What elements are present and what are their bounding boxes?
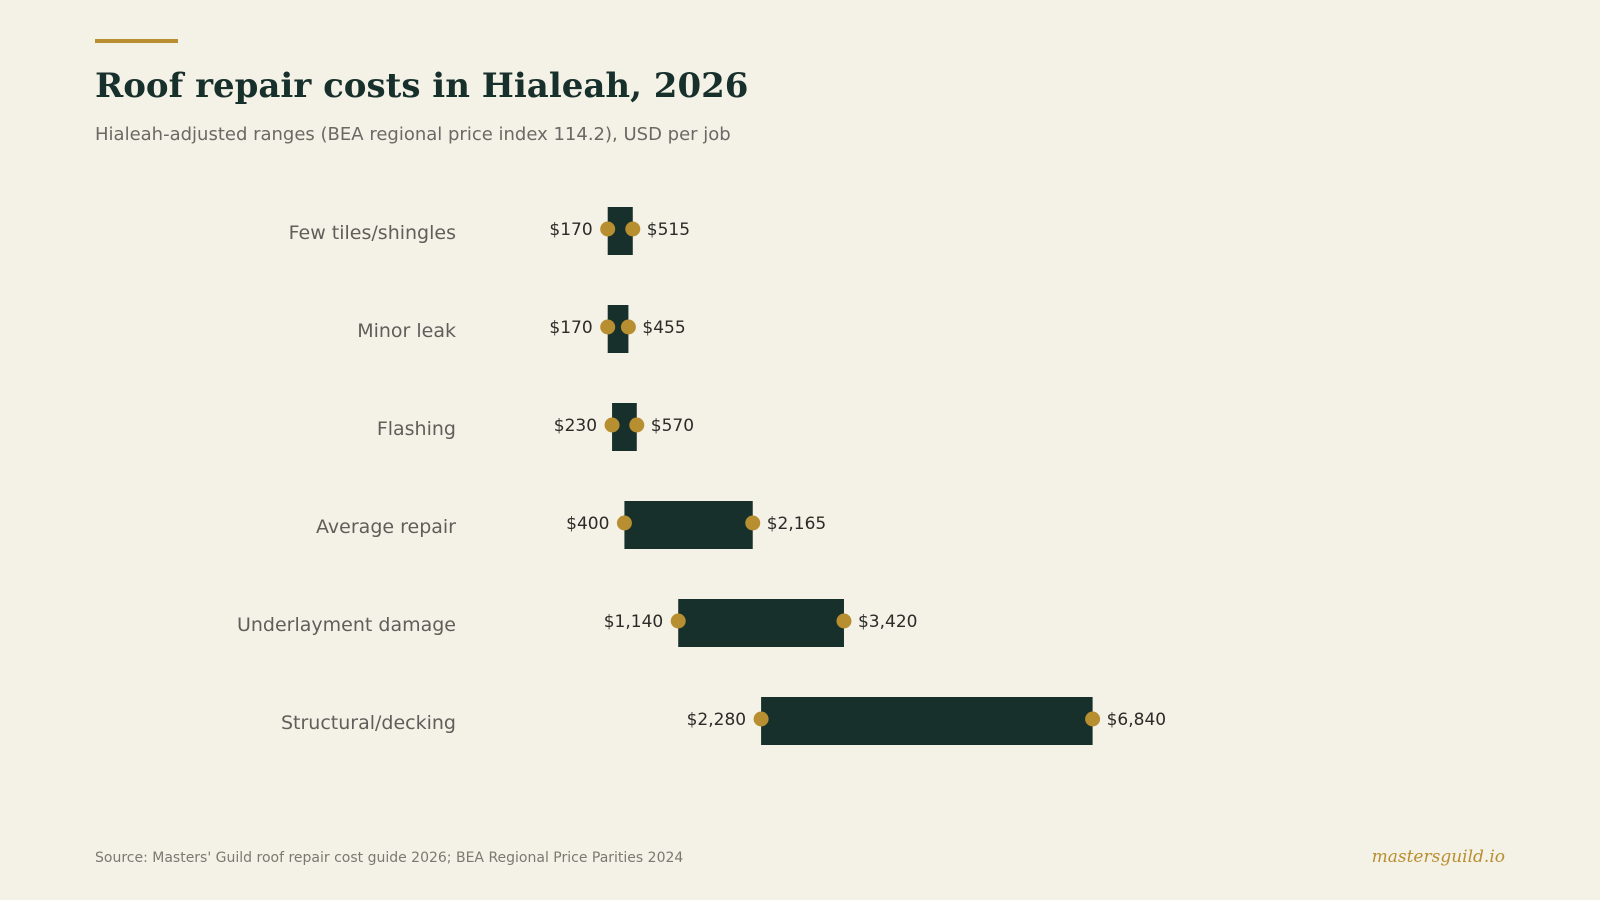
range-bar	[607, 305, 629, 353]
low-value-dot	[600, 221, 616, 237]
low-value-label: $400	[566, 514, 609, 534]
low-value-dot	[616, 515, 632, 531]
category-label: Few tiles/shingles	[289, 222, 456, 244]
low-value-label: $170	[549, 220, 592, 240]
chart-title: Roof repair costs in Hialeah, 2026	[95, 66, 749, 106]
high-value-dot	[629, 417, 645, 433]
source-note: Source: Masters' Guild roof repair cost …	[95, 850, 684, 866]
low-value-dot	[670, 613, 686, 629]
range-bar	[761, 697, 1093, 745]
low-value-label: $170	[549, 318, 592, 338]
category-label: Underlayment damage	[237, 614, 456, 636]
low-value-dot	[600, 319, 616, 335]
category-label: Flashing	[377, 418, 456, 440]
brand-logo-text: mastersguild.io	[1371, 847, 1505, 867]
high-value-label: $3,420	[858, 612, 917, 632]
category-label: Average repair	[316, 516, 456, 538]
high-value-dot	[745, 515, 761, 531]
high-value-dot	[1085, 711, 1101, 727]
category-label: Structural/decking	[281, 712, 456, 734]
low-value-label: $1,140	[604, 612, 663, 632]
high-value-dot	[625, 221, 641, 237]
high-value-label: $6,840	[1107, 710, 1166, 730]
low-value-dot	[604, 417, 620, 433]
high-value-label: $570	[651, 416, 694, 436]
low-value-label: $230	[554, 416, 597, 436]
chart-subtitle: Hialeah-adjusted ranges (BEA regional pr…	[95, 124, 731, 145]
low-value-dot	[753, 711, 769, 727]
range-bar	[624, 501, 753, 549]
title-accent-line	[95, 39, 178, 43]
high-value-label: $455	[642, 318, 685, 338]
range-bar	[678, 599, 844, 647]
low-value-label: $2,280	[687, 710, 746, 730]
high-value-dot	[620, 319, 636, 335]
category-label: Minor leak	[357, 320, 456, 342]
high-value-label: $2,165	[767, 514, 826, 534]
high-value-label: $515	[647, 220, 690, 240]
high-value-dot	[836, 613, 852, 629]
